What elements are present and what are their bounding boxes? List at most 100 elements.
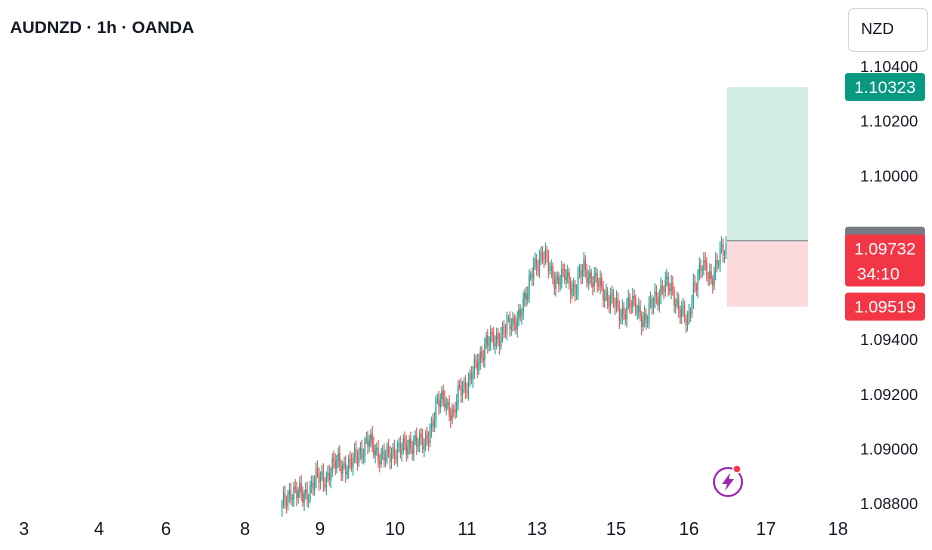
candle-body <box>364 440 366 456</box>
candle-body <box>710 271 712 280</box>
candle-body <box>331 458 333 473</box>
candle-body <box>706 262 708 278</box>
candle-body <box>678 299 680 310</box>
candle-body <box>423 445 425 449</box>
stop-price-tag-bg <box>845 292 925 321</box>
candle-body <box>430 420 433 430</box>
candle-body <box>553 278 555 289</box>
candle-body <box>686 318 689 326</box>
candle-body <box>612 292 615 305</box>
candle-body <box>629 296 631 307</box>
candle-body <box>540 251 542 258</box>
candle-body <box>598 285 600 287</box>
candle-body <box>537 267 539 272</box>
candle-body <box>405 443 407 455</box>
candle-body <box>485 335 487 346</box>
candle-body <box>691 301 693 315</box>
candle-body <box>577 274 579 292</box>
candle-body <box>328 472 330 481</box>
candle-body <box>676 299 678 306</box>
candle-body <box>287 494 289 507</box>
candle-body <box>638 305 640 312</box>
candle-body <box>655 291 658 297</box>
candle-body <box>571 288 573 296</box>
time-tick-label: 17 <box>756 519 776 539</box>
candle-body <box>316 468 319 475</box>
candle-body <box>488 344 490 346</box>
candle-body <box>313 480 316 490</box>
candle-body <box>417 445 419 447</box>
candle-body <box>689 311 692 315</box>
candle-body <box>590 272 592 283</box>
candle-body <box>352 457 354 468</box>
candle-body <box>518 309 520 320</box>
candle-body <box>294 487 296 490</box>
candle-body <box>426 433 428 440</box>
candle-body <box>475 359 477 362</box>
time-tick-label: 3 <box>19 519 29 539</box>
candle-body <box>572 284 575 289</box>
candle-body <box>516 319 518 330</box>
price-tick-label: 1.10000 <box>860 168 918 185</box>
candle-body <box>299 482 301 492</box>
candle-body <box>701 269 703 271</box>
candle-body <box>379 461 381 465</box>
candle-body <box>500 334 502 347</box>
candle-body <box>718 263 720 265</box>
candle-body <box>374 449 376 456</box>
candle-body <box>481 351 483 358</box>
candle-body <box>670 282 672 291</box>
candle-body <box>472 374 474 380</box>
candle-body <box>445 403 447 408</box>
lightning-icon[interactable] <box>713 464 743 497</box>
time-tick-label: 9 <box>315 519 325 539</box>
candle-body <box>464 381 467 391</box>
candle-body <box>667 276 669 289</box>
candle-body <box>466 390 468 394</box>
candle-body <box>519 309 521 317</box>
candle-body <box>602 286 604 301</box>
candle-body <box>494 343 496 347</box>
candle-body <box>544 249 547 260</box>
candle-body <box>447 402 449 404</box>
candle-body <box>407 446 409 455</box>
candle-body <box>432 420 434 426</box>
candle-body <box>497 333 499 341</box>
candle-body <box>644 313 646 320</box>
candle-body <box>358 451 360 463</box>
candle-body <box>285 501 288 507</box>
candle-body <box>525 292 527 300</box>
candle-body <box>330 472 332 481</box>
time-axis[interactable]: 3 4 6 8 9 10 11 13 15 16 17 18 <box>19 519 848 539</box>
candle-body <box>371 433 373 445</box>
candle-body <box>685 319 687 326</box>
price-axis[interactable]: 1.10400 1.10200 1.10000 1.09400 1.09200 1.090… <box>860 59 918 513</box>
candle-body <box>611 292 613 296</box>
candle-body <box>419 433 421 446</box>
candle-body <box>657 296 659 306</box>
candle-body <box>709 271 711 279</box>
candle-body <box>484 345 486 361</box>
candle-body <box>651 298 653 308</box>
candle-body <box>587 278 589 283</box>
candle-body <box>524 292 526 300</box>
candle-body <box>578 269 581 275</box>
target-price-tag-bg <box>845 73 925 102</box>
candle-body <box>457 385 459 403</box>
candle-body <box>387 446 390 454</box>
candle-body <box>515 322 517 330</box>
candle-body <box>429 429 431 444</box>
currency-selector[interactable]: NZD <box>848 8 928 52</box>
candle-body <box>601 278 603 287</box>
candle-body <box>698 265 700 277</box>
candle-body <box>306 489 308 501</box>
candle-body <box>424 433 427 446</box>
time-tick-label: 11 <box>458 519 477 539</box>
candle-body <box>396 445 399 460</box>
candle-body <box>712 279 714 286</box>
candle-body <box>581 271 584 277</box>
candle-body <box>414 435 416 441</box>
candle-body <box>575 291 578 295</box>
candle-body <box>356 456 359 463</box>
